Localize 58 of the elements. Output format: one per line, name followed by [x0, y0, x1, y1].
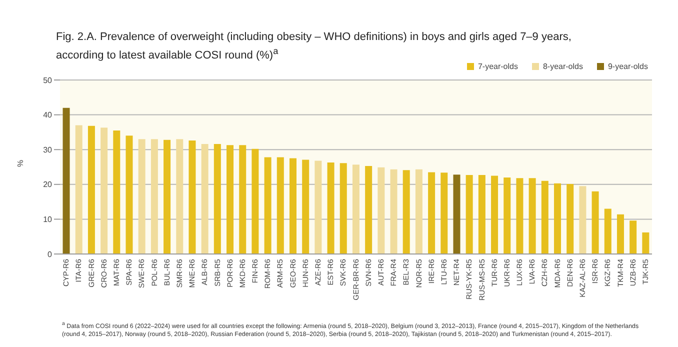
bar — [150, 139, 158, 254]
bar — [226, 145, 234, 254]
bar — [113, 130, 120, 254]
bar — [440, 172, 448, 254]
bar — [289, 158, 296, 254]
bar — [478, 175, 486, 254]
bar — [164, 140, 171, 254]
bar — [62, 108, 70, 254]
bar — [302, 160, 310, 254]
y-tick-label: 30 — [43, 145, 53, 154]
bar — [504, 177, 511, 254]
bar — [252, 148, 259, 254]
bar — [176, 139, 184, 254]
bar — [516, 178, 524, 254]
bar — [630, 220, 637, 254]
bar — [390, 169, 398, 254]
chart-title: Fig. 2.A. Prevalence of overweight (including obesity – WHO definitions) in boys and girls aged 7–9 years, according to latest available COSI round (%)$^{a}$ — [55, 30, 572, 62]
bar — [365, 166, 372, 254]
bar — [188, 140, 196, 254]
bar — [616, 214, 624, 254]
bar — [604, 208, 612, 254]
bar — [138, 139, 146, 254]
bar — [88, 126, 95, 254]
bar — [126, 136, 133, 254]
bar — [566, 184, 574, 254]
bar — [402, 170, 410, 254]
y-axis-title: % — [16, 160, 25, 167]
bar — [592, 191, 599, 254]
y-tick-label: 0 — [48, 250, 53, 259]
bar — [100, 128, 108, 254]
bar — [75, 125, 82, 254]
bar — [528, 178, 536, 254]
bar — [264, 157, 272, 254]
bar — [541, 180, 548, 254]
bar — [491, 176, 498, 254]
legend-label: 9-year-olds — [608, 62, 648, 71]
bar — [415, 169, 422, 254]
bar — [276, 157, 284, 254]
bar — [201, 144, 208, 254]
bar — [453, 174, 460, 254]
bar — [378, 167, 385, 254]
y-tick-label: 20 — [43, 180, 53, 190]
bar — [352, 164, 360, 254]
legend-label: 8-year-olds — [542, 62, 583, 71]
bar — [239, 145, 246, 254]
bar — [327, 162, 334, 254]
y-tick-label: 10 — [43, 215, 53, 224]
bar — [579, 186, 586, 254]
y-tick-label: 40 — [43, 110, 53, 120]
bar — [214, 144, 221, 254]
bar — [314, 160, 322, 254]
bar — [642, 232, 650, 254]
legend-label: 7-year-olds — [478, 62, 518, 71]
y-tick-label: 50 — [43, 76, 53, 85]
bar — [340, 163, 347, 254]
bar — [428, 172, 436, 254]
bar — [466, 175, 473, 254]
bar — [554, 183, 562, 254]
